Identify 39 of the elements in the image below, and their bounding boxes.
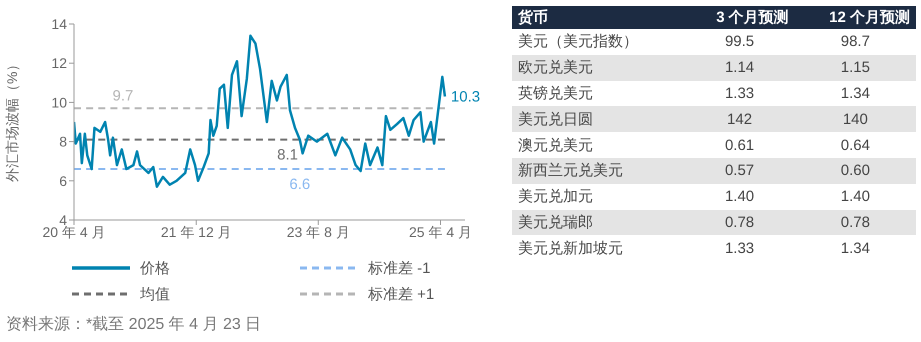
text: 0.61 (724, 136, 754, 154)
text: 1.40 (724, 188, 754, 206)
text: 1.40 (840, 188, 870, 206)
legend-label: 价格 (140, 258, 170, 278)
category-label: 美元兑加元 (518, 188, 593, 206)
table-row-stripe: 新西兰元兑美元 0.57 0.60 (512, 158, 916, 184)
text: 99.5 (724, 33, 754, 50)
line-series (74, 34, 446, 188)
text: 资料来源：*截至 2025 年 4 月 23 日 (6, 314, 262, 335)
category-label: 澳元兑美元 (518, 136, 593, 154)
text: 1.33 (724, 84, 754, 102)
category-label: 美元（美元指数） (518, 33, 638, 50)
text: 1.34 (840, 240, 870, 257)
legend-label: 标准差 -1 (368, 258, 431, 278)
text: 98.7 (840, 33, 870, 50)
annotation: 6.6 (289, 176, 310, 194)
y-tick-label: 6 (59, 172, 68, 189)
y-tick-label: 10 (51, 94, 68, 110)
y-tick-label: 14 (51, 16, 68, 32)
category-label: 12 个月预测 (828, 8, 911, 28)
y-tick-label: 8 (59, 134, 68, 150)
annotation: 8.1 (277, 146, 298, 164)
text: 0.64 (840, 136, 870, 154)
table-row-stripe: 美元兑瑞郎 0.78 0.78 (512, 210, 916, 236)
category-label: 3 个月预测 (715, 8, 790, 28)
category-label: 美元兑新加坡元 (518, 240, 623, 257)
x-tick-label: 20 年 4 月 (42, 224, 106, 240)
category-label: 英镑兑美元 (518, 84, 593, 102)
legend-label: 标准差 +1 (368, 284, 434, 304)
annotation: 10.3 (450, 88, 480, 106)
x-tick-label: 25 年 4 月 (408, 224, 472, 240)
y-axis-title: 外汇市场波幅（%） (4, 58, 20, 182)
text: 1.34 (840, 84, 870, 102)
text: 1.33 (724, 240, 754, 257)
x-tick-label: 23 年 8 月 (286, 224, 350, 240)
legend-label: 均值 (140, 284, 170, 304)
y-tick-label: 12 (51, 55, 68, 72)
annotation: 9.7 (112, 87, 134, 104)
x-tick-label: 21 年 12 月 (160, 224, 232, 240)
